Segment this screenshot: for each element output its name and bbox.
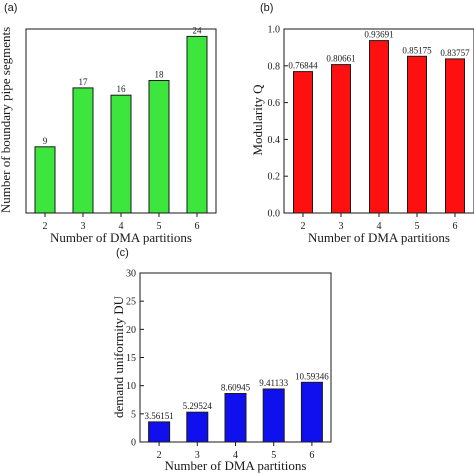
x-tick-label-5: 5	[157, 221, 162, 232]
panel-label: (c)	[116, 247, 129, 259]
x-axis-title: Number of DMA partitions	[308, 230, 450, 245]
data-label-3: 0.80661	[326, 54, 355, 64]
bar-5	[262, 388, 285, 443]
y-axis-title: Number of boundary pipe segments	[0, 27, 13, 213]
data-label-5: 9.41133	[259, 378, 288, 388]
y-tick-label-0.6: 0.6	[268, 98, 281, 109]
y-tick-label-0: 0	[131, 438, 136, 449]
data-label-6: 0.83757	[440, 48, 470, 58]
data-label-5: 0.85175	[402, 45, 432, 55]
y-tick-label-0.2: 0.2	[268, 172, 281, 183]
data-label-3: 17	[79, 77, 89, 87]
x-tick-label-6: 6	[195, 221, 200, 232]
x-tick-label-2: 2	[157, 450, 162, 461]
chart-panel-2: (b) 0.76844 0.80661 0.93691 0.85175 0.83757 2 3…	[250, 2, 474, 245]
y-tick-label-0.8: 0.8	[268, 61, 281, 72]
bar-2	[34, 146, 56, 214]
data-label-6: 10.59346	[295, 371, 329, 381]
y-tick-label-15: 15	[126, 353, 136, 364]
data-label-5: 18	[155, 70, 165, 80]
y-axis-title: demand uniformity DU	[111, 295, 126, 418]
bar-4	[224, 393, 247, 443]
data-label-4: 16	[117, 84, 127, 94]
x-tick-label-3: 3	[195, 450, 200, 461]
bar-4	[110, 94, 132, 214]
bar-5	[148, 80, 170, 214]
x-tick-label-4: 4	[377, 221, 382, 232]
x-axis-title: Number of DMA partitions	[50, 230, 192, 245]
bar-6	[300, 381, 323, 443]
y-tick-label-0.4: 0.4	[268, 135, 281, 146]
x-tick-label-2: 2	[43, 221, 48, 232]
data-label-4: 8.60945	[221, 383, 251, 393]
chart-panel-3: (c) 3.56151 5.29524 8.60945 9.41133 10.59346 2…	[111, 247, 332, 473]
x-tick-label-4: 4	[233, 450, 238, 461]
y-tick-label-0.0: 0.0	[268, 209, 281, 220]
x-tick-label-3: 3	[81, 221, 86, 232]
x-tick-label-3: 3	[339, 221, 344, 232]
panel-label: (a)	[4, 2, 17, 14]
y-tick-label-10: 10	[126, 381, 136, 392]
bar-6	[186, 35, 208, 214]
bar-5	[407, 55, 427, 214]
y-tick-label-1.0: 1.0	[268, 25, 281, 36]
y-tick-label-5: 5	[131, 409, 136, 420]
y-tick-label-25: 25	[126, 297, 136, 308]
data-label-6: 24	[193, 25, 203, 35]
data-label-3: 5.29524	[183, 401, 213, 411]
bar-6	[445, 58, 465, 214]
data-label-2: 3.56151	[144, 411, 173, 421]
y-tick-label-20: 20	[126, 325, 136, 336]
bar-4	[369, 40, 389, 214]
x-tick-label-6: 6	[309, 450, 314, 461]
bar-3	[72, 87, 94, 214]
data-label-2: 0.76844	[288, 61, 318, 71]
data-label-2: 9	[43, 136, 48, 146]
bar-3	[331, 64, 351, 214]
x-tick-label-6: 6	[453, 221, 458, 232]
x-tick-label-2: 2	[301, 221, 306, 232]
bar-2	[148, 421, 171, 443]
data-label-4: 0.93691	[364, 30, 393, 40]
panel-label: (b)	[260, 2, 273, 14]
x-axis-title: Number of DMA partitions	[165, 458, 307, 473]
y-axis-title: Modularity Q	[250, 84, 265, 156]
bar-2	[293, 71, 313, 214]
x-tick-label-5: 5	[271, 450, 276, 461]
x-tick-label-5: 5	[415, 221, 420, 232]
x-tick-label-4: 4	[119, 221, 124, 232]
bar-3	[186, 411, 209, 443]
y-tick-label-30: 30	[126, 269, 136, 280]
